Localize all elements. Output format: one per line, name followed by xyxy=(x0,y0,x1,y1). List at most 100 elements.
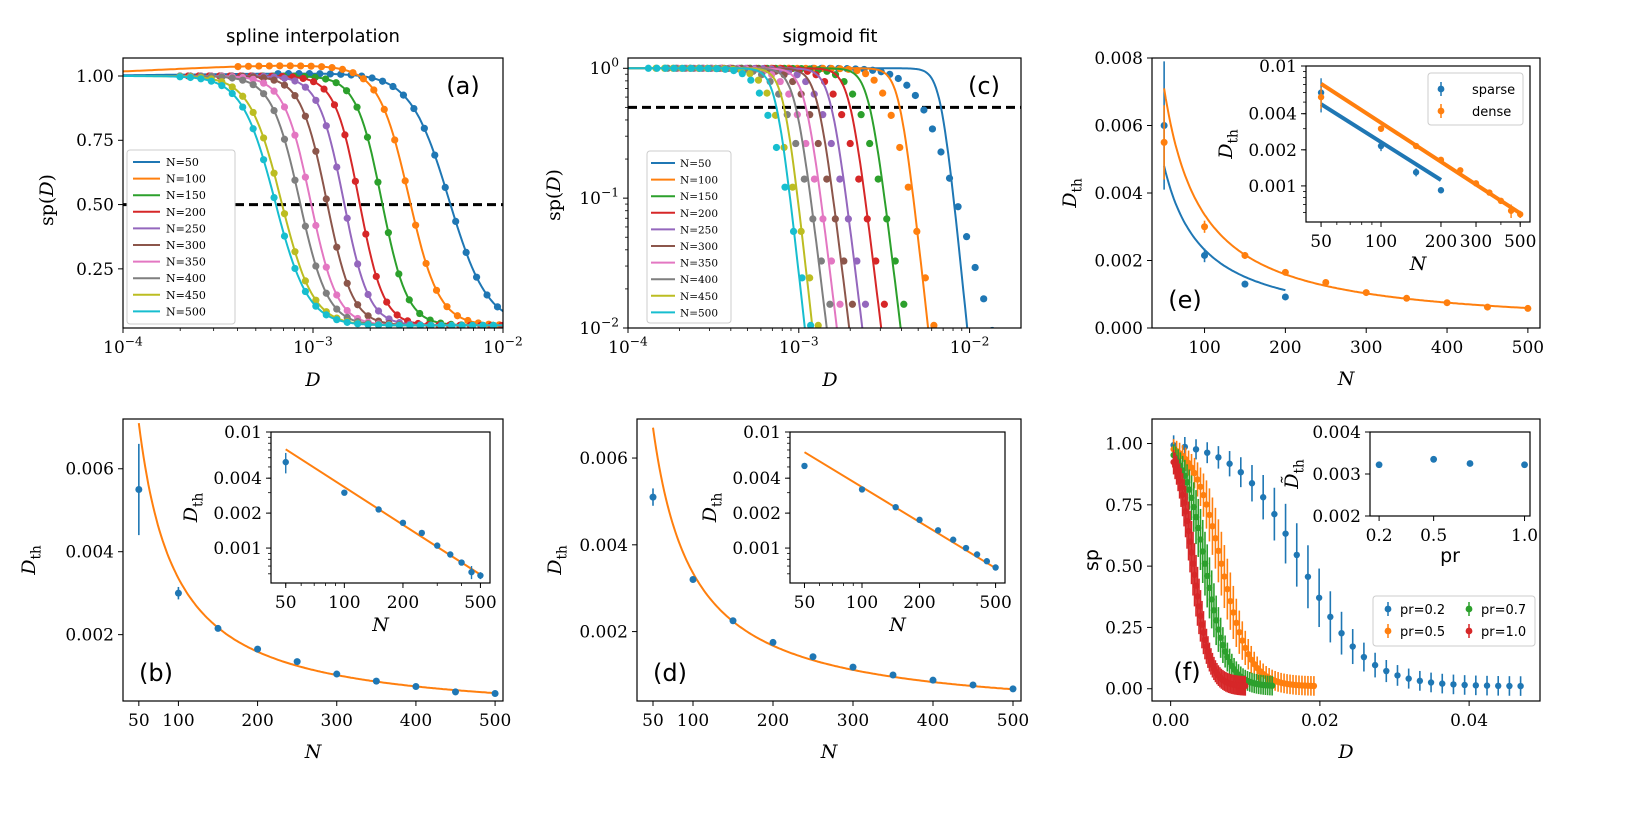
data-point-N=400 xyxy=(809,215,817,223)
data-point xyxy=(809,653,817,661)
legend-entry: pr=0.7 xyxy=(1481,603,1526,618)
data-point xyxy=(1281,268,1289,276)
inset-x-tick-label: 500 xyxy=(979,593,1011,613)
data-point xyxy=(1241,251,1249,259)
y-axis-label: sp(D) xyxy=(543,169,565,221)
x-tick-label: 300 xyxy=(321,711,353,731)
data-point-pr=0.5 xyxy=(1230,609,1237,616)
legend-entry: N=250 xyxy=(166,222,206,235)
data-point xyxy=(769,638,777,646)
data-point-N=100 xyxy=(286,62,294,70)
data-point-N=150 xyxy=(405,296,413,304)
x-tick-label: 0.04 xyxy=(1450,711,1488,731)
legend-marker xyxy=(1437,107,1445,115)
data-point-N=100 xyxy=(930,321,938,328)
data-point-N=50 xyxy=(493,303,502,311)
inset-data-point xyxy=(892,503,899,511)
data-point-N=300 xyxy=(312,147,320,155)
inset-x-tick-label: 0.5 xyxy=(1420,526,1447,546)
legend-entry: N=200 xyxy=(166,206,206,219)
data-point-N=300 xyxy=(333,243,341,251)
data-point-N=500 xyxy=(479,321,487,328)
inset-x-tick-label: 500 xyxy=(1504,232,1536,252)
inset-y-tick-label: 0.001 xyxy=(213,539,262,559)
data-point-pr=0.5 xyxy=(1215,547,1222,555)
data-point xyxy=(1160,138,1168,146)
data-point-N=50 xyxy=(452,217,460,225)
data-point-pr=0.5 xyxy=(1236,629,1243,636)
data-point-N=300 xyxy=(280,81,289,89)
data-point-pr=0.2 xyxy=(1371,661,1379,669)
x-tick-label: 400 xyxy=(1431,338,1463,358)
inset-frame xyxy=(789,431,1006,584)
data-point-N=500 xyxy=(789,227,798,235)
fit-line xyxy=(1163,88,1528,310)
data-point-pr=0.2 xyxy=(1315,594,1323,601)
y-tick-label: 0.000 xyxy=(1094,319,1143,339)
x-axis-label: N xyxy=(1337,368,1356,390)
legend-marker xyxy=(1384,627,1392,635)
inset-data-point xyxy=(1412,169,1420,176)
data-point-N=100 xyxy=(887,111,895,119)
inset-x-tick-label: 50 xyxy=(794,593,816,613)
data-point-pr=0.5 xyxy=(1224,585,1231,593)
data-point xyxy=(729,617,737,625)
data-point-N=50 xyxy=(928,125,937,133)
inset-data-point xyxy=(801,462,808,470)
data-point-N=500 xyxy=(385,321,393,328)
inset-frame xyxy=(1305,65,1531,223)
inset-x-tick-label: 200 xyxy=(1425,232,1457,252)
data-point-N=500 xyxy=(333,316,341,324)
y-axis-label: Dth xyxy=(1059,178,1086,209)
data-point-N=100 xyxy=(370,86,378,94)
inset-data-point xyxy=(1457,167,1464,174)
data-point-N=450 xyxy=(228,83,236,91)
data-point-N=250 xyxy=(844,215,852,223)
inset-y-tick-label: 0.004 xyxy=(213,469,262,489)
legend-box xyxy=(126,149,236,325)
data-point-N=500 xyxy=(228,89,236,98)
data-point-N=450 xyxy=(301,277,309,285)
panel-e-plot-area xyxy=(1160,61,1532,312)
inset-y-tick-label: 0.001 xyxy=(1248,177,1297,197)
data-point-N=50 xyxy=(441,183,449,191)
data-point-pr=0.2 xyxy=(1226,460,1233,467)
inset-data-point xyxy=(1437,187,1445,194)
inset-data-point xyxy=(418,529,426,537)
data-point-N=100 xyxy=(443,303,451,311)
data-point-pr=0.2 xyxy=(1506,682,1513,690)
inset-x-tick-label: 300 xyxy=(1460,232,1492,252)
data-point-pr=0.5 xyxy=(1310,682,1318,690)
data-point-N=400 xyxy=(312,262,320,270)
inset-data-point xyxy=(1507,207,1515,214)
inset-frame xyxy=(270,431,491,584)
data-point-N=100 xyxy=(913,227,921,235)
data-point-N=200 xyxy=(299,74,307,83)
y-tick-label: 0.25 xyxy=(1105,618,1143,638)
data-point-N=450 xyxy=(746,70,754,78)
inset-data-point xyxy=(934,527,942,534)
panel-d: 50 100 200 300 400 500 0.002 0.004 0.006 (d) N Dth 5… xyxy=(544,418,1029,763)
y-tick-label: 0.004 xyxy=(1094,184,1143,204)
data-point-N=200 xyxy=(855,175,863,183)
y-tick-label: 0.006 xyxy=(65,460,114,480)
inset-data-point xyxy=(1377,125,1385,132)
inset-x-tick-label: 200 xyxy=(387,593,419,613)
data-point-N=100 xyxy=(276,62,284,70)
data-point-N=350 xyxy=(333,291,341,299)
data-point-N=300 xyxy=(354,301,362,309)
inset-x-tick-label: 50 xyxy=(275,593,297,613)
data-point-N=50 xyxy=(954,203,962,211)
inset-legend: sparse dense xyxy=(1427,72,1524,126)
data-point-N=500 xyxy=(755,89,763,97)
data-point-N=450 xyxy=(754,76,763,84)
inset-data-point xyxy=(1472,180,1480,187)
data-point-N=400 xyxy=(333,305,341,313)
data-point-N=50 xyxy=(962,233,971,241)
data-point-N=200 xyxy=(351,177,359,185)
x-axis-label: D xyxy=(1337,741,1353,763)
data-point-N=250 xyxy=(333,163,341,171)
inset-x-tick-label: 100 xyxy=(846,593,878,613)
inset-data-point xyxy=(916,516,923,524)
inset-data-point xyxy=(949,536,957,543)
